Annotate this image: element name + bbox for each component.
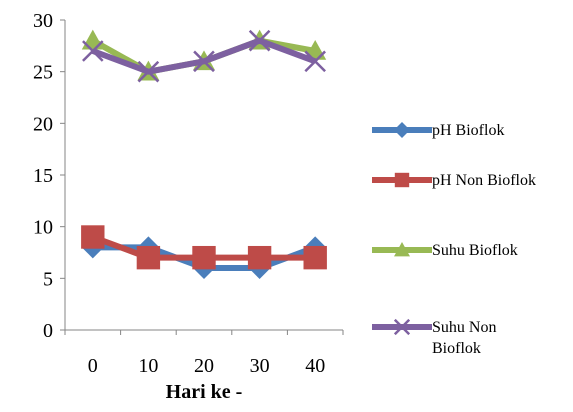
data-point-x [137,60,160,83]
x-tick-label: 0 [88,355,98,377]
legend-label: Suhu Bioflok [432,242,518,259]
data-point-triangle [81,29,104,50]
legend-label: Suhu Non Bioflok [432,319,496,357]
y-tick-label: 30 [33,10,53,32]
x-tick-label: 20 [194,355,214,377]
data-point-x [393,318,411,336]
legend-item: pH Bioflok [372,122,504,139]
legend-item: pH Non Bioflok [372,172,536,189]
y-tick-label: 0 [43,320,53,342]
data-point-x [248,29,271,52]
data-point-x [82,40,104,62]
y-tick-label: 25 [33,62,53,84]
data-point-x [304,50,326,73]
x-axis-title: Hari ke - [166,381,243,403]
x-tick-label: 30 [250,355,270,377]
data-point-triangle [394,242,410,257]
series-layer [81,29,327,279]
x-tick-label: 10 [138,355,158,377]
y-tick-label: 20 [33,113,53,135]
y-ticks: 0 5 10 15 20 25 30 [33,10,65,342]
legend-item: Suhu Bioflok [372,242,518,259]
series-1 [81,225,327,270]
y-tick-label: 15 [33,165,53,187]
x-tick-label: 40 [305,355,325,377]
series-3 [82,29,326,83]
x-ticks: 0 10 20 30 40 [64,330,344,377]
y-tick-label: 10 [33,217,53,239]
data-point-square [247,245,272,270]
y-tick-label: 5 [43,268,53,290]
legend-label: pH Non Bioflok [432,172,536,189]
series-2 [81,29,327,81]
data-point-x [193,50,215,73]
legend-item: Suhu Non Bioflok [372,318,496,357]
data-point-square [192,245,216,270]
data-point-square [136,245,161,270]
legend: pH Bioflok pH Non Bioflok Suhu Bioflok Suhu… [372,122,536,357]
legend-label: pH Bioflok [432,122,504,139]
data-point-square [394,172,410,188]
data-point-square [81,225,105,249]
data-point-diamond [394,122,410,138]
data-point-square [303,245,327,270]
